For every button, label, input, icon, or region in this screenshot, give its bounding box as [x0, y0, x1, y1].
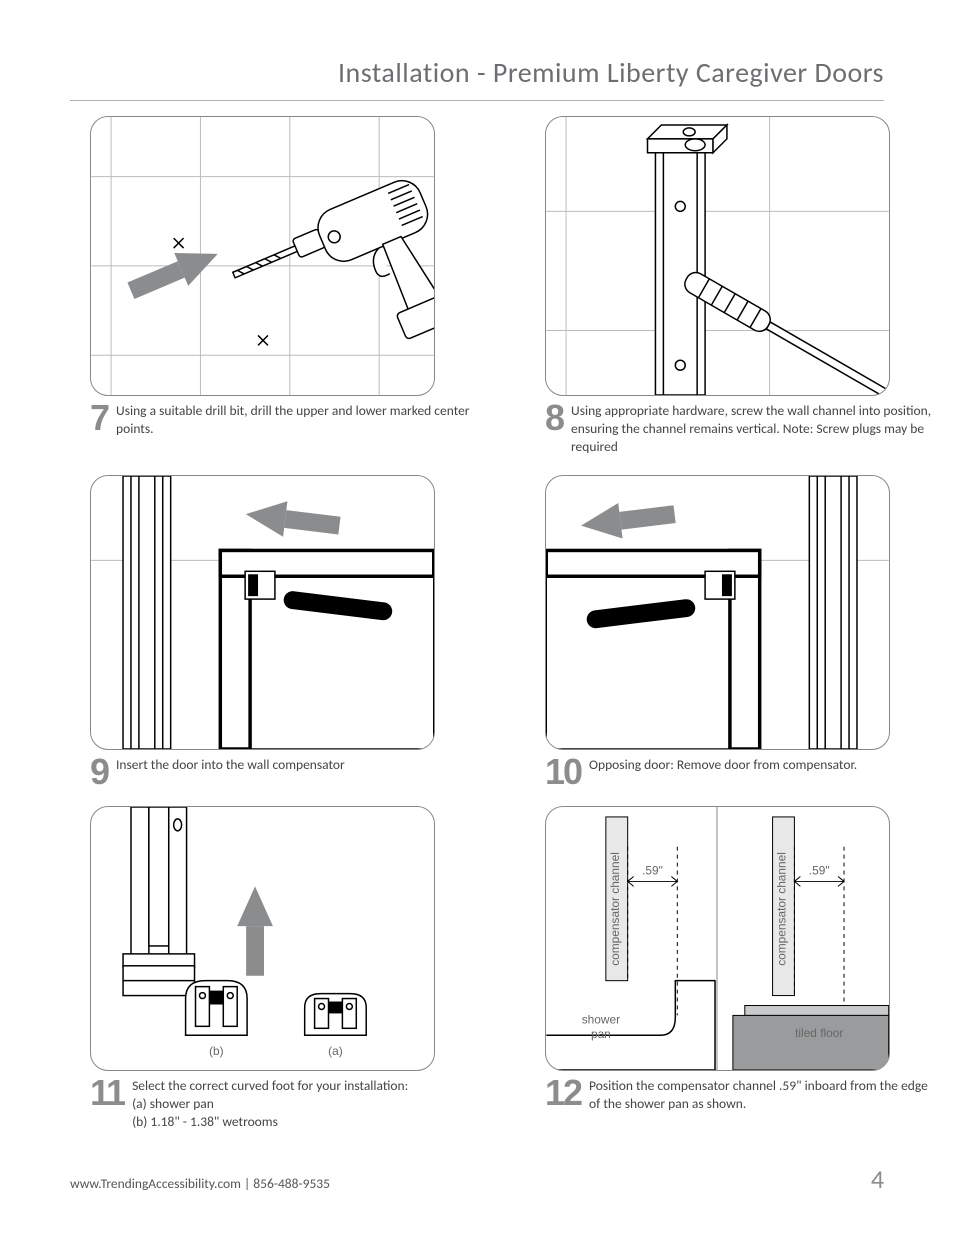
label-dim-left: .59" [642, 864, 663, 878]
footer-phone: 856-488-9535 [253, 1175, 330, 1192]
step-num-7: 7 [90, 402, 108, 434]
step-num-9: 9 [90, 756, 108, 788]
caption-7: 7 Using a suitable drill bit, drill the … [90, 402, 485, 438]
step-12: compensator channel .59" shower pan [545, 806, 940, 1132]
step-8: 8 Using appropriate hardware, screw the … [545, 116, 940, 457]
caption-12: 12 Position the compensator channel .59"… [545, 1077, 940, 1113]
steps-grid: 7 Using a suitable drill bit, drill the … [0, 116, 954, 1132]
caption-10: 10 Opposing door: Remove door from compe… [545, 756, 940, 788]
step-num-11: 11 [90, 1077, 124, 1109]
step-num-10: 10 [545, 756, 581, 788]
footer-url: www.TrendingAccessibility.com [70, 1175, 241, 1192]
figure-11: (b) (a) [90, 806, 435, 1071]
figure-9 [90, 475, 435, 750]
label-tiled: tiled floor [795, 1026, 843, 1040]
step-9: 9 Insert the door into the wall compensa… [90, 475, 485, 788]
label-a: (a) [328, 1044, 343, 1058]
figure-12: compensator channel .59" shower pan [545, 806, 890, 1071]
label-pan-1: shower [582, 1012, 620, 1026]
step-text-9: Insert the door into the wall compensato… [116, 756, 345, 774]
step-10: 10 Opposing door: Remove door from compe… [545, 475, 940, 788]
step-text-7: Using a suitable drill bit, drill the up… [116, 402, 485, 438]
footer: www.TrendingAccessibility.com | 856-488-… [70, 1163, 884, 1195]
page-title: Installation - Premium Liberty Caregiver… [0, 0, 954, 100]
step-11: (b) (a) 11 Select the correct curved foo… [90, 806, 485, 1132]
caption-9: 9 Insert the door into the wall compensa… [90, 756, 485, 788]
figure-10 [545, 475, 890, 750]
label-pan-2: pan [591, 1027, 611, 1041]
label-dim-right: .59" [809, 864, 830, 878]
page-number: 4 [871, 1163, 884, 1195]
figure-8 [545, 116, 890, 396]
label-comp-left: compensator channel [608, 852, 622, 966]
label-b: (b) [209, 1044, 224, 1058]
step-text-8: Using appropriate hardware, screw the wa… [571, 402, 940, 457]
step-num-8: 8 [545, 402, 563, 434]
step-text-10: Opposing door: Remove door from compensa… [589, 756, 857, 774]
title-rule [70, 100, 884, 101]
step-7: 7 Using a suitable drill bit, drill the … [90, 116, 485, 457]
caption-8: 8 Using appropriate hardware, screw the … [545, 402, 940, 457]
label-comp-right: compensator channel [774, 852, 788, 966]
footer-contact: www.TrendingAccessibility.com | 856-488-… [70, 1175, 330, 1192]
step-text-11: Select the correct curved foot for your … [132, 1077, 408, 1132]
step-num-12: 12 [545, 1077, 581, 1109]
caption-11: 11 Select the correct curved foot for yo… [90, 1077, 485, 1132]
step-text-12: Position the compensator channel .59" in… [589, 1077, 940, 1113]
figure-7 [90, 116, 435, 396]
